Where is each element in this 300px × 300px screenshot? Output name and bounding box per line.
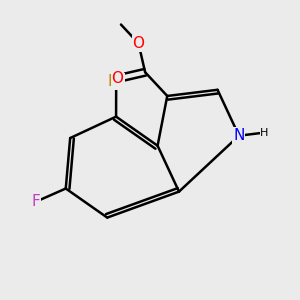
Text: H: H	[260, 128, 269, 138]
Text: N: N	[233, 128, 244, 143]
Text: O: O	[112, 71, 124, 86]
Text: O: O	[133, 36, 145, 51]
Text: Br: Br	[108, 74, 124, 89]
Text: F: F	[32, 194, 40, 209]
